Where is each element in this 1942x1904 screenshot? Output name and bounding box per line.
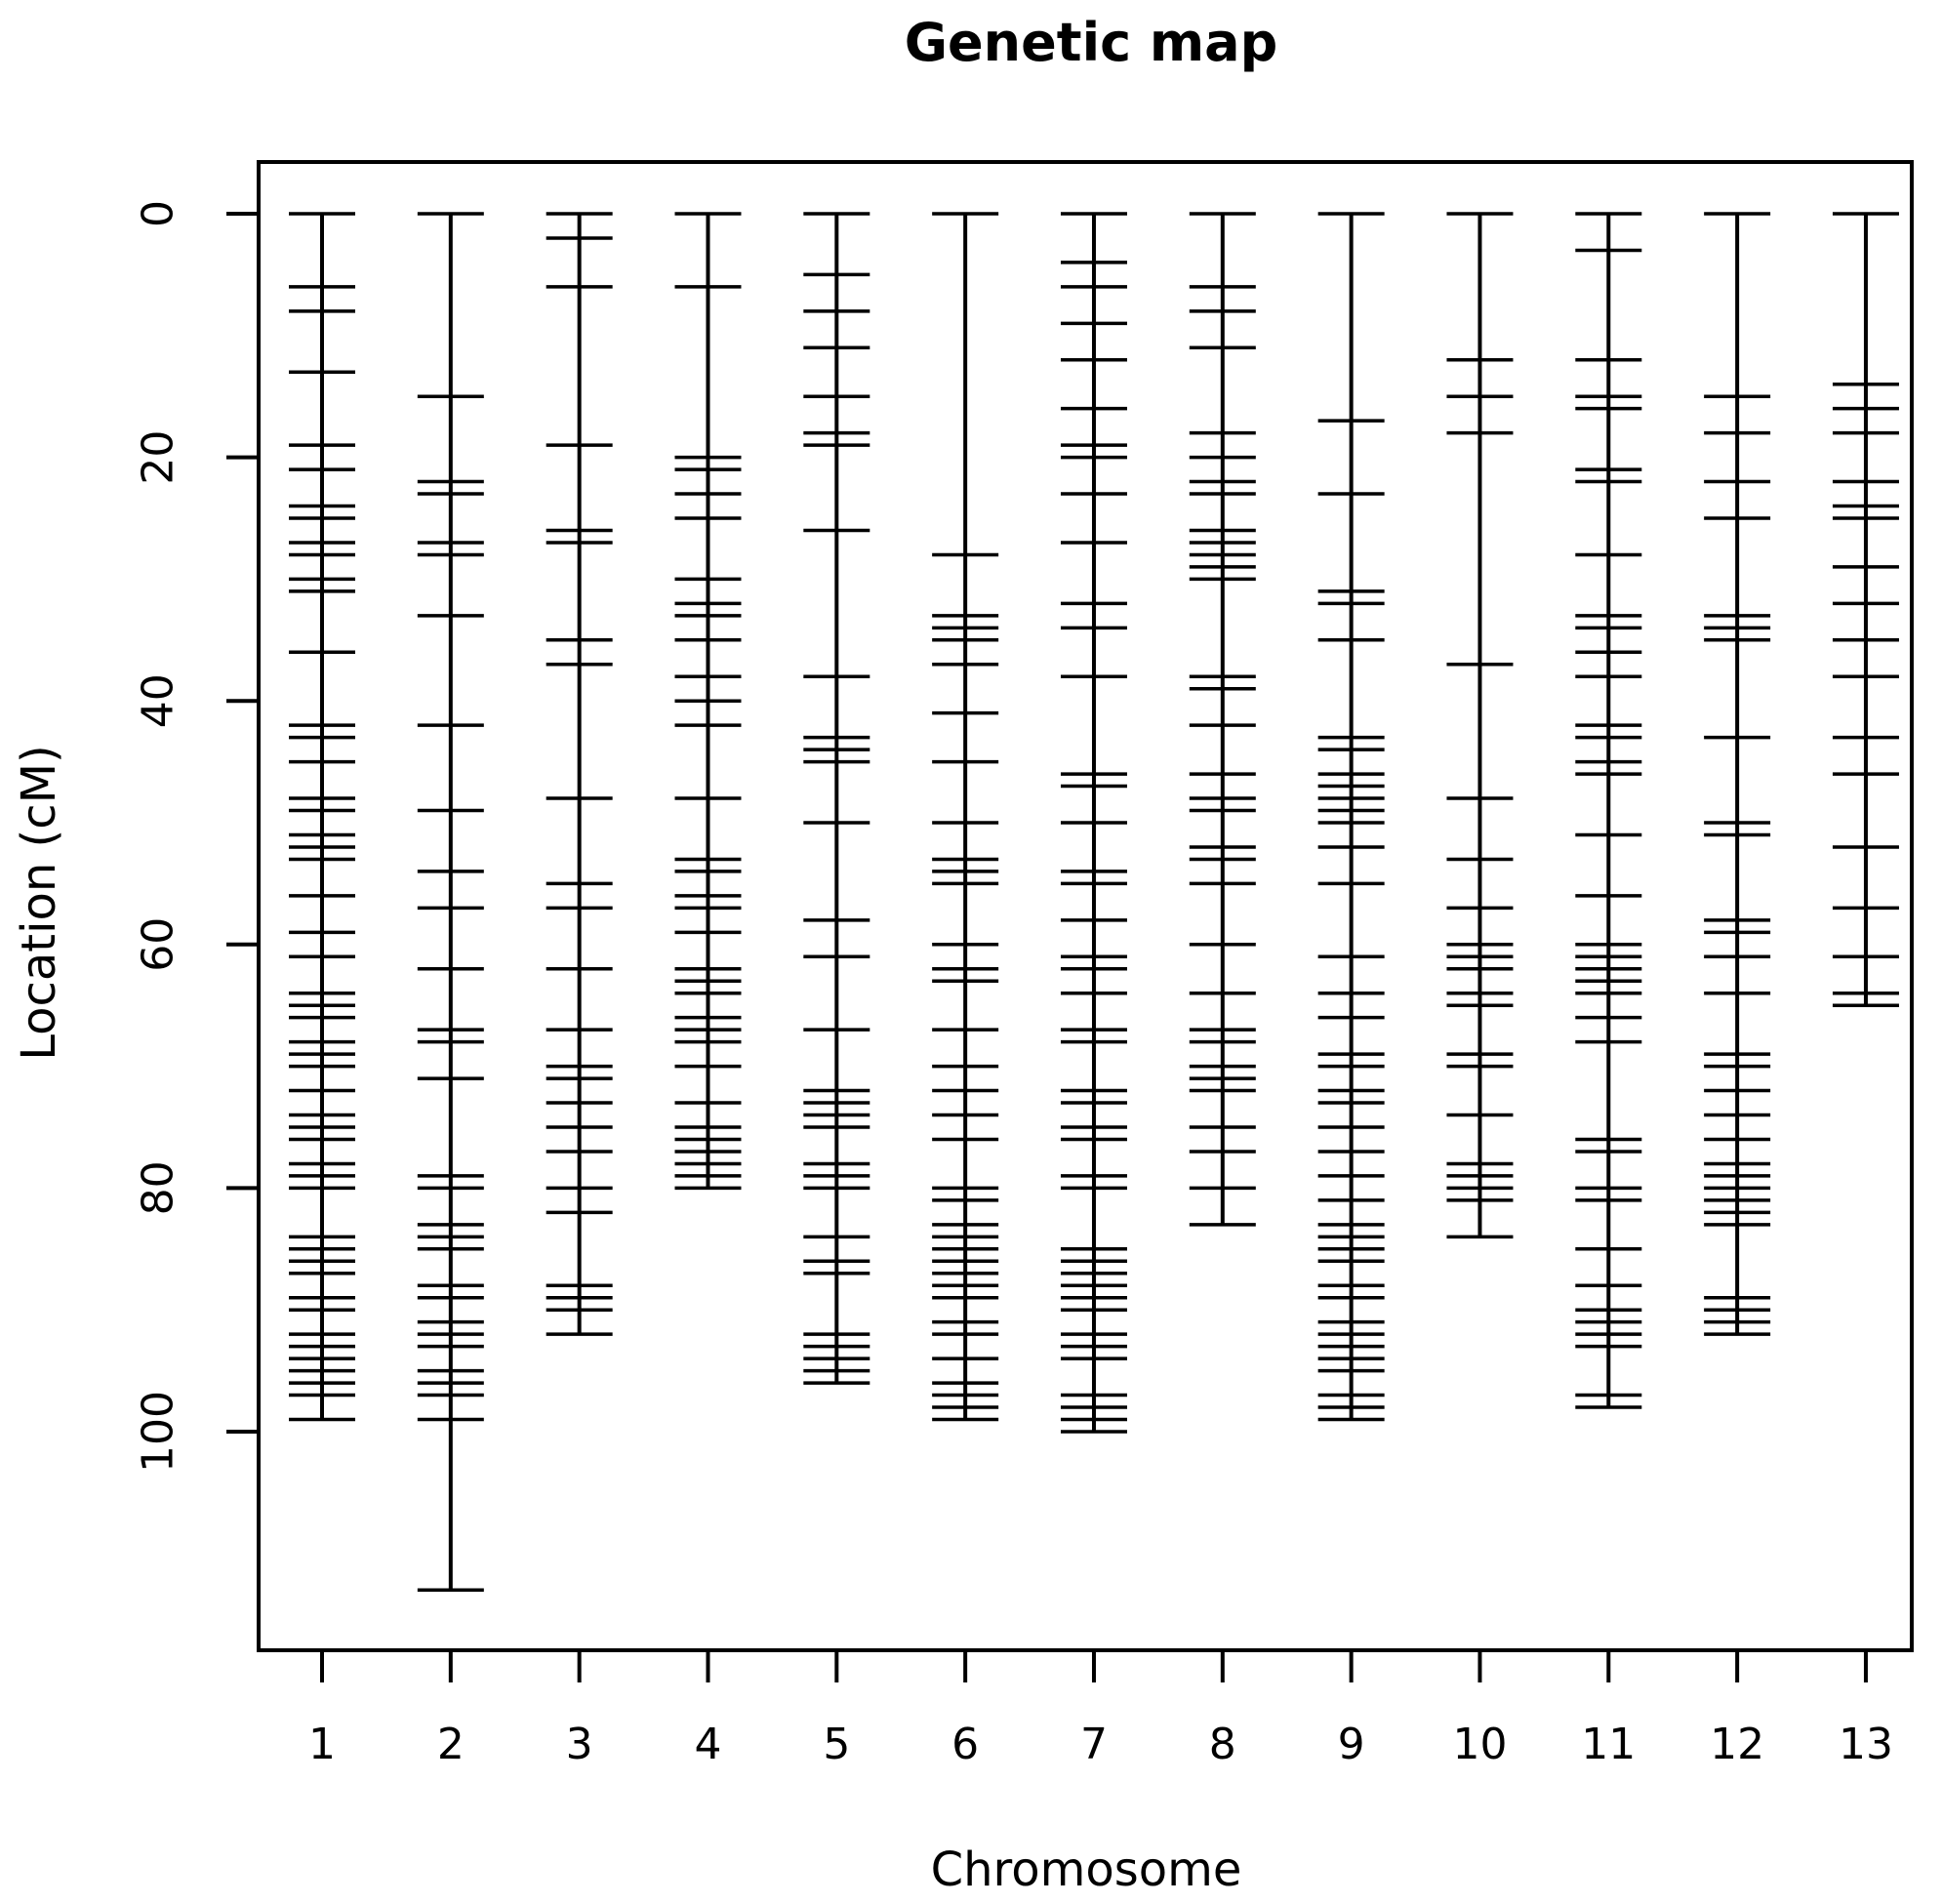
x-tick-label: 12 — [1710, 1720, 1764, 1769]
x-tick-label: 7 — [1080, 1720, 1108, 1769]
y-tick-label: 80 — [134, 1160, 183, 1215]
x-tick-label: 5 — [823, 1720, 850, 1769]
x-tick-label: 3 — [566, 1720, 593, 1769]
x-tick-label: 8 — [1209, 1720, 1236, 1769]
chromosome-8 — [1189, 212, 1256, 1227]
x-axis: 1 2 3 4 5 6 7 8 9 10 11 12 13 — [308, 1650, 1893, 1769]
y-tick-label: 20 — [134, 430, 183, 485]
chromosome-13 — [1832, 212, 1899, 1007]
y-axis: 0 20 40 60 80 100 — [134, 200, 259, 1473]
chromosome-group — [289, 212, 1899, 1592]
chromosome-5 — [803, 212, 870, 1385]
x-tick-label: 13 — [1839, 1720, 1893, 1769]
chart-title: Genetic map — [905, 12, 1278, 73]
y-axis-label: Location (cM) — [12, 745, 66, 1061]
x-tick-label: 1 — [308, 1720, 336, 1769]
chromosome-11 — [1575, 212, 1642, 1409]
x-axis-label: Chromosome — [931, 1843, 1242, 1897]
chromosome-12 — [1704, 212, 1771, 1336]
chromosome-7 — [1060, 212, 1127, 1434]
plot-frame — [257, 160, 1914, 1652]
chromosome-4 — [674, 212, 742, 1191]
chromosome-3 — [546, 212, 613, 1336]
y-tick-label: 100 — [134, 1391, 183, 1473]
y-tick-label: 0 — [134, 200, 183, 227]
x-tick-label: 9 — [1338, 1720, 1365, 1769]
y-tick-label: 60 — [134, 917, 183, 972]
chromosome-9 — [1317, 212, 1385, 1422]
chromosome-2 — [417, 212, 484, 1592]
chromosome-1 — [289, 212, 355, 1422]
x-tick-label: 10 — [1452, 1720, 1507, 1769]
chromosome-6 — [932, 212, 999, 1422]
x-tick-label: 4 — [694, 1720, 721, 1769]
x-tick-label: 11 — [1581, 1720, 1636, 1769]
x-tick-label: 6 — [951, 1720, 979, 1769]
chromosome-10 — [1446, 212, 1514, 1239]
x-tick-label: 2 — [437, 1720, 465, 1769]
y-tick-label: 40 — [134, 673, 183, 728]
